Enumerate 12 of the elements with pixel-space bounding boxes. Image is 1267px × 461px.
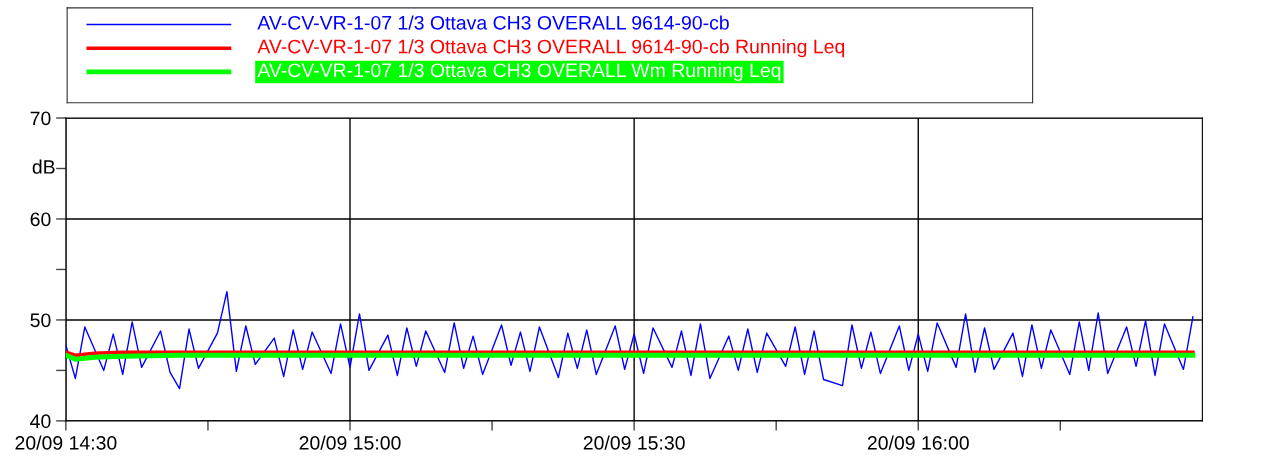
y-tick-label: 60 xyxy=(30,212,51,227)
y-tick-label: 40 xyxy=(30,414,51,429)
x-tick-label: 20/09 16:00 xyxy=(867,435,969,450)
y-tick-label: 70 xyxy=(30,111,51,126)
text: AV-CV-VR-1-07 1/3 Ottava CH3 OVERALL 9614-90-cb Running Leq xyxy=(257,39,845,58)
x-tick-label: 20/09 15:00 xyxy=(299,435,401,450)
text: AV-CV-VR-1-07 1/3 Ottava CH3 OVERALL 9614-90-cb xyxy=(257,15,729,30)
y-tick-label: 50 xyxy=(30,313,51,328)
y-axis-title: dB xyxy=(32,159,55,174)
x-tick-label: 20/09 14:30 xyxy=(15,435,117,450)
text: AV-CV-VR-1-07 1/3 Ottava CH3 OVERALL Wm Running Leq xyxy=(257,62,781,81)
x-tick-label: 20/09 15:30 xyxy=(583,435,685,450)
